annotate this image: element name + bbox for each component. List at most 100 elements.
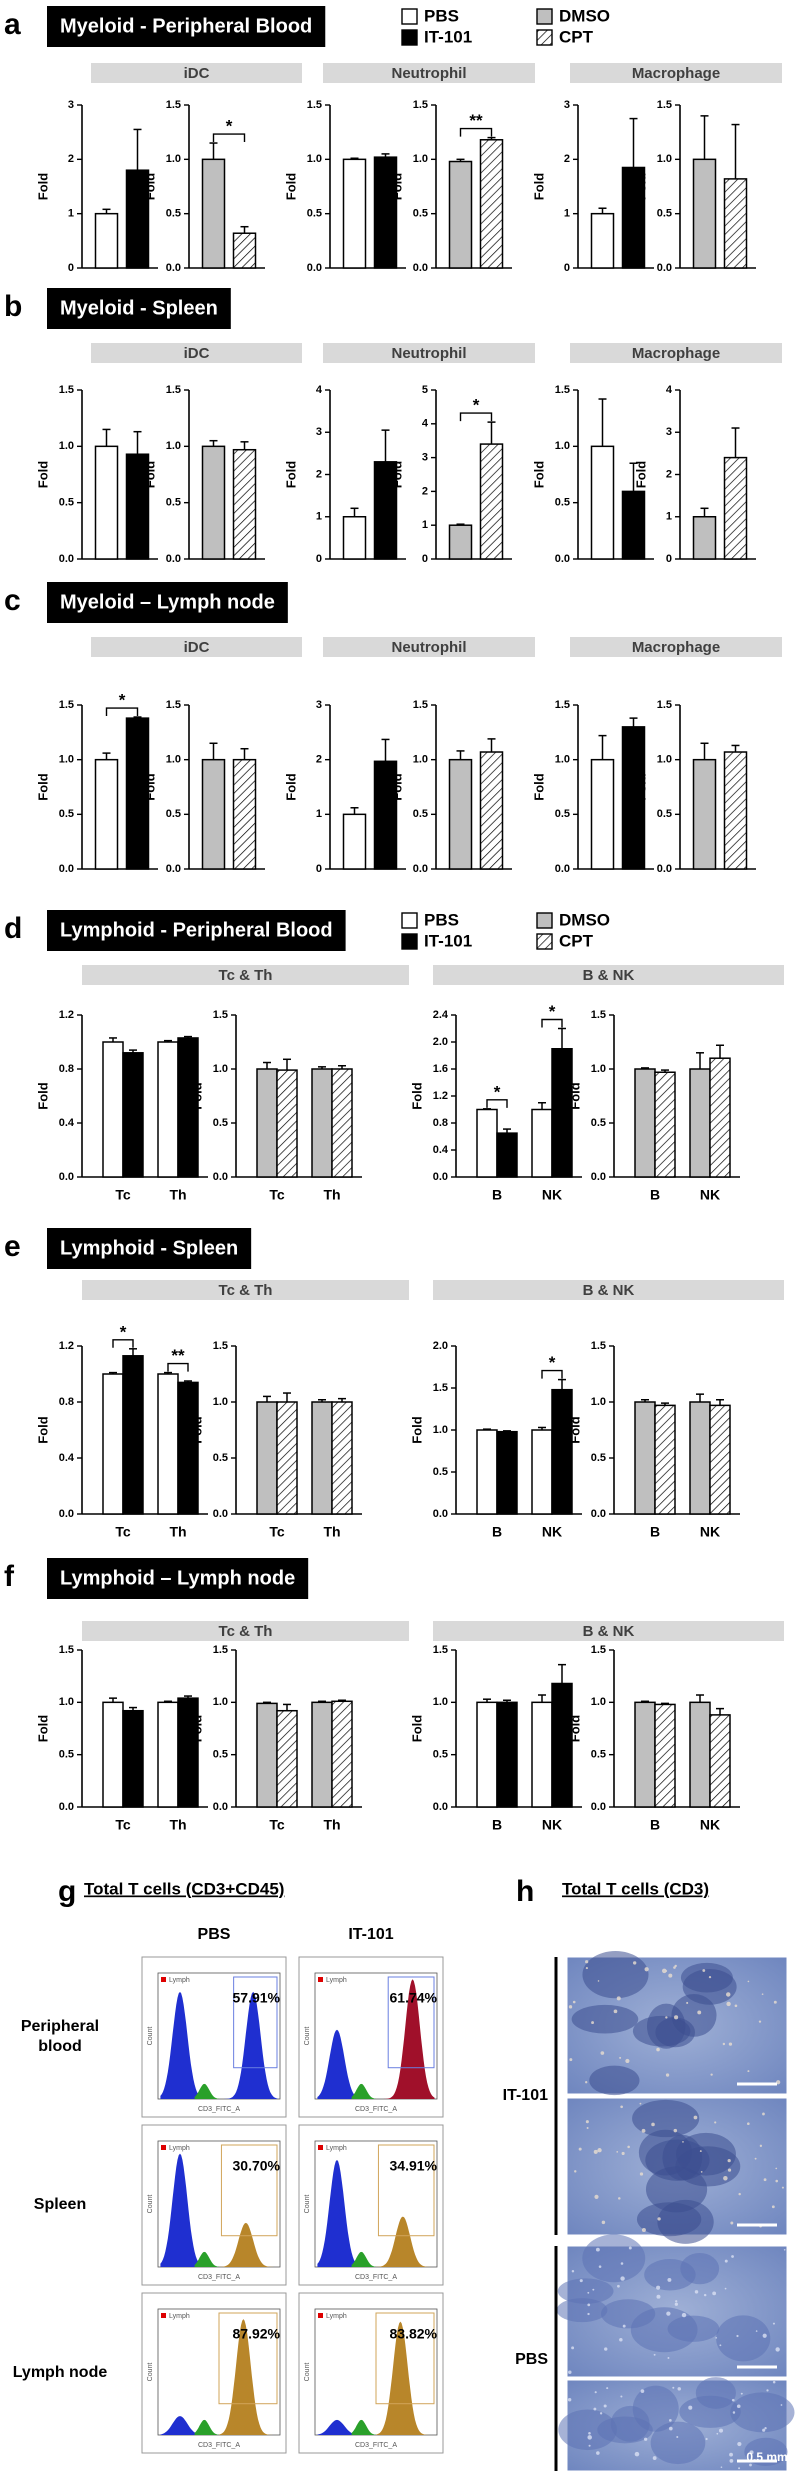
y-tick-label: 0.0 xyxy=(166,863,181,875)
bar xyxy=(177,1697,199,1808)
gate-swatch xyxy=(318,2145,323,2150)
y-axis-label: Fold xyxy=(633,173,648,200)
y-axis-label: Fold xyxy=(35,773,50,800)
stain-speck xyxy=(763,2178,767,2182)
y-tick-label: 3 xyxy=(68,99,74,111)
stain-speck xyxy=(761,1993,764,1996)
bar xyxy=(177,1381,199,1515)
stain-speck xyxy=(673,1966,676,1969)
y-tick-label: 0.0 xyxy=(591,1801,606,1813)
histogram-peak xyxy=(376,1979,435,2099)
bar xyxy=(331,1700,353,1808)
panel-header-box xyxy=(47,910,346,951)
bar xyxy=(590,212,615,269)
x-tick-label: B xyxy=(650,1187,660,1203)
legend-label: CPT xyxy=(559,27,594,46)
y-tick-label: 1.0 xyxy=(166,440,181,452)
significance-bracket xyxy=(541,1369,563,1379)
stain-speck xyxy=(656,2047,660,2052)
stain-speck xyxy=(620,2395,623,2398)
bar xyxy=(551,1682,573,1808)
stain-speck xyxy=(762,2333,767,2338)
stain-speck xyxy=(729,2458,734,2463)
x-tick-label: Tc xyxy=(269,1187,285,1203)
follicle xyxy=(556,2298,608,2323)
stain-speck xyxy=(724,2287,727,2290)
stain-speck xyxy=(727,2159,731,2163)
y-tick-label: 1.0 xyxy=(433,1696,448,1708)
y-tick-label: 0.0 xyxy=(166,553,181,565)
y-tick-label: 0 xyxy=(564,262,570,274)
y-tick-label: 1.0 xyxy=(591,1396,606,1408)
stain-speck xyxy=(571,2346,575,2350)
y-tick-label: 0.0 xyxy=(213,1508,228,1520)
flow-y-label: Count xyxy=(304,2195,311,2214)
stain-speck xyxy=(754,2157,757,2160)
legend-label: DMSO xyxy=(559,910,610,929)
bar xyxy=(551,1388,573,1515)
bar xyxy=(232,232,257,269)
y-tick-label: 0.8 xyxy=(433,1117,448,1129)
significance-bracket xyxy=(212,133,246,143)
significance-bracket xyxy=(112,1339,134,1348)
stain-speck xyxy=(731,2398,735,2402)
flow-title: Total T cells (CD3+CD45) xyxy=(84,1879,284,1898)
y-axis-label: Fold xyxy=(389,773,404,800)
y-tick-label: 1.5 xyxy=(433,1382,448,1394)
histogram-peak xyxy=(194,2251,219,2267)
bar xyxy=(476,1108,498,1178)
stain-speck xyxy=(736,2404,741,2409)
y-tick-label: 1.0 xyxy=(59,1696,74,1708)
y-tick-label: 0.0 xyxy=(59,553,74,565)
stain-speck xyxy=(597,2148,602,2153)
significance-bracket xyxy=(541,1018,563,1028)
legend-swatch xyxy=(536,912,553,929)
significance-label: ** xyxy=(171,1346,185,1365)
stain-speck xyxy=(694,2290,699,2294)
y-axis-label: Fold xyxy=(142,773,157,800)
stain-speck xyxy=(740,2392,743,2395)
bar xyxy=(709,1057,731,1178)
histogram-peak xyxy=(351,2083,376,2099)
y-tick-label: 3 xyxy=(666,426,672,438)
stain-speck xyxy=(579,2279,583,2283)
stain-speck xyxy=(592,2288,595,2291)
x-tick-label: Th xyxy=(169,1524,186,1540)
group-header-box xyxy=(570,637,782,657)
stain-speck xyxy=(603,2404,607,2408)
y-tick-label: 0.5 xyxy=(413,808,428,820)
bar xyxy=(94,212,119,269)
follicle xyxy=(650,2421,706,2465)
bar xyxy=(122,1355,144,1515)
group-header-box xyxy=(82,1621,409,1641)
histology-title: Total T cells (CD3) xyxy=(562,1879,709,1898)
y-tick-label: 0.5 xyxy=(555,497,570,509)
stain-speck xyxy=(710,2073,713,2076)
bar xyxy=(342,813,367,870)
gate-swatch xyxy=(161,1977,166,1982)
y-tick-label: 0.5 xyxy=(657,208,672,220)
gate-label: Lymph xyxy=(326,2313,347,2320)
y-tick-label: 0.0 xyxy=(59,863,74,875)
stain-speck xyxy=(627,2145,630,2149)
scale-bar-label: 0.5 mm xyxy=(746,2450,787,2464)
group-header-box xyxy=(91,637,302,657)
bar xyxy=(634,1701,656,1808)
panel-header: Lymphoid – Lymph node xyxy=(60,1567,295,1589)
bar xyxy=(342,158,367,269)
stain-speck xyxy=(762,2112,765,2116)
panel-header: Lymphoid - Spleen xyxy=(60,1237,238,1259)
stain-speck xyxy=(749,2450,754,2455)
bar xyxy=(311,1701,333,1808)
flow-x-label: CD3_FITC_A xyxy=(355,2106,397,2113)
row-label: Lymph node xyxy=(12,2364,108,2381)
group-header-box xyxy=(323,343,535,363)
stain-speck xyxy=(773,2000,777,2004)
bar xyxy=(590,445,615,560)
stain-speck xyxy=(714,2121,717,2124)
significance-label: ** xyxy=(469,111,483,130)
bar xyxy=(723,751,748,870)
y-tick-label: 1.5 xyxy=(59,384,74,396)
stain-speck xyxy=(712,2291,717,2296)
histogram-peak xyxy=(376,2321,435,2435)
